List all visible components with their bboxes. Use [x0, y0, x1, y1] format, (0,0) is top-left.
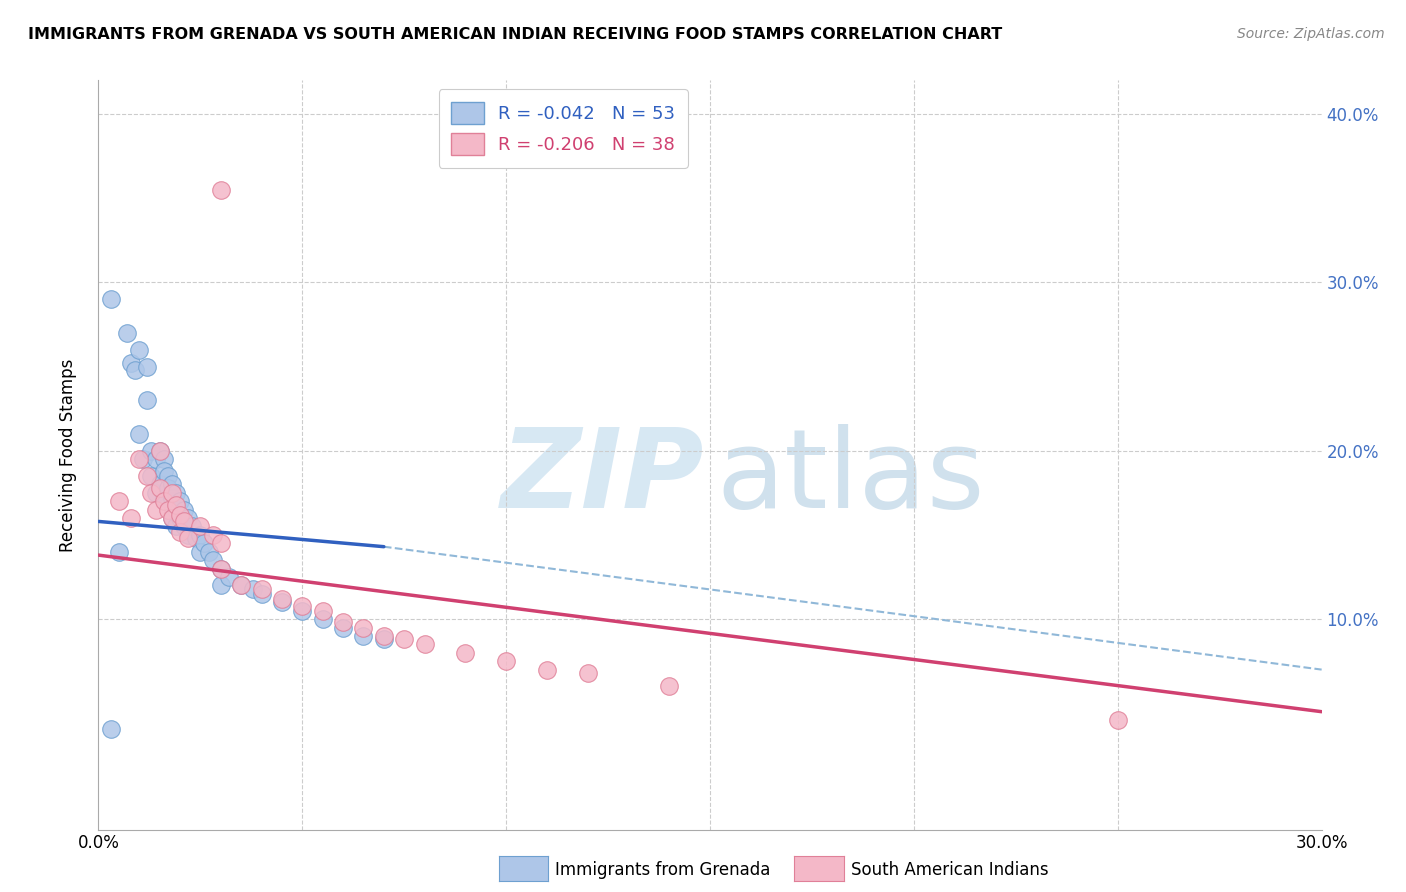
Point [145, 485, 167, 500]
Point [156, 502, 179, 516]
Point [193, 536, 215, 550]
Text: ZIP: ZIP [501, 424, 704, 531]
Point [209, 561, 232, 575]
Point [108, 494, 131, 508]
Point [156, 481, 179, 495]
Text: atlas: atlas [716, 424, 984, 531]
Text: Source: ZipAtlas.com: Source: ZipAtlas.com [1237, 27, 1385, 41]
Point [136, 359, 159, 374]
Point [152, 494, 174, 508]
Point [373, 629, 395, 643]
Point [173, 519, 195, 533]
Y-axis label: Receiving Food Stamps: Receiving Food Stamps [59, 359, 77, 551]
Point [128, 452, 150, 467]
Point [100, 292, 122, 306]
Point [209, 578, 232, 592]
Point [128, 426, 150, 441]
Point [169, 508, 191, 522]
Point [100, 722, 122, 736]
Point [156, 469, 179, 483]
Point [658, 680, 681, 694]
Point [136, 469, 159, 483]
Point [160, 485, 183, 500]
Point [188, 545, 212, 559]
Point [454, 646, 477, 660]
Point [270, 595, 294, 609]
Point [169, 511, 191, 525]
Point [201, 528, 224, 542]
Point [392, 632, 416, 647]
Point [124, 363, 146, 377]
Point [165, 498, 187, 512]
Point [231, 578, 253, 592]
Point [160, 511, 183, 525]
Text: South American Indians: South American Indians [851, 861, 1049, 879]
Point [152, 452, 174, 467]
Point [188, 528, 212, 542]
Point [291, 604, 314, 618]
Point [332, 620, 354, 634]
Point [141, 469, 163, 483]
Point [413, 637, 436, 651]
Point [181, 519, 204, 533]
Point [177, 528, 200, 542]
Text: Immigrants from Grenada: Immigrants from Grenada [555, 861, 770, 879]
Point [352, 629, 374, 643]
Point [141, 443, 163, 458]
Point [242, 582, 264, 596]
Point [120, 511, 142, 525]
Point [197, 545, 219, 559]
Point [149, 443, 172, 458]
Point [120, 356, 142, 370]
Point [160, 511, 183, 525]
Point [169, 494, 191, 508]
Point [209, 561, 232, 575]
Point [186, 531, 208, 545]
Point [218, 570, 240, 584]
Point [149, 477, 172, 491]
Point [149, 481, 172, 495]
Point [108, 545, 131, 559]
Point [231, 578, 253, 592]
Point [145, 502, 167, 516]
Point [188, 519, 212, 533]
Point [1107, 713, 1129, 727]
Point [173, 515, 195, 529]
Point [149, 443, 172, 458]
Point [201, 553, 224, 567]
Point [209, 536, 232, 550]
Point [160, 491, 183, 505]
Point [115, 326, 138, 340]
Point [270, 591, 294, 606]
Legend: R = -0.042   N = 53, R = -0.206   N = 38: R = -0.042 N = 53, R = -0.206 N = 38 [439, 89, 688, 168]
Point [536, 663, 558, 677]
Point [152, 491, 174, 505]
Point [495, 654, 517, 668]
Point [173, 502, 195, 516]
Point [165, 485, 187, 500]
Point [132, 452, 155, 467]
Point [177, 511, 200, 525]
Point [165, 502, 187, 516]
Point [141, 485, 163, 500]
Point [136, 393, 159, 408]
Point [352, 620, 374, 634]
Point [250, 582, 273, 596]
Point [165, 519, 187, 533]
Point [576, 665, 599, 680]
Point [209, 183, 232, 197]
Point [332, 615, 354, 630]
Point [312, 612, 335, 626]
Point [145, 452, 167, 467]
Point [250, 587, 273, 601]
Point [128, 343, 150, 357]
Point [169, 524, 191, 539]
Point [177, 531, 200, 545]
Text: IMMIGRANTS FROM GRENADA VS SOUTH AMERICAN INDIAN RECEIVING FOOD STAMPS CORRELATI: IMMIGRANTS FROM GRENADA VS SOUTH AMERICA… [28, 27, 1002, 42]
Point [312, 604, 335, 618]
Point [291, 599, 314, 613]
Point [373, 632, 395, 647]
Point [160, 477, 183, 491]
Point [152, 464, 174, 478]
